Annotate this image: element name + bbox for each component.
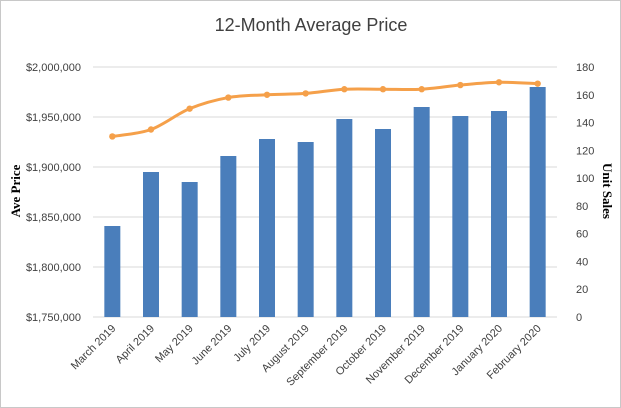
bar [491, 111, 507, 317]
bar [375, 129, 391, 317]
x-tick-label: June 2019 [190, 323, 235, 368]
line-point [186, 105, 193, 112]
bar [143, 172, 159, 317]
right-tick-label: 20 [576, 284, 588, 296]
right-axis-title: Unit Sales [600, 163, 615, 219]
line-point [109, 133, 116, 140]
bar [181, 182, 198, 317]
gridlines [93, 66, 557, 318]
right-tick-label: 40 [576, 256, 588, 268]
left-tick-label: $1,850,000 [26, 212, 81, 224]
x-tick-label: March 2019 [69, 323, 119, 373]
line-point [534, 80, 541, 87]
line-point [225, 94, 232, 101]
left-axis-ticks: $1,750,000 $1,800,000 $1,850,000 $1,900,000… [26, 62, 81, 324]
unit-sales-line [112, 80, 538, 138]
bar-series [104, 87, 546, 317]
line-point [495, 79, 503, 86]
line-point [302, 90, 309, 97]
line-series [109, 79, 541, 140]
line-point [418, 86, 425, 93]
line-point [457, 81, 464, 89]
left-tick-label: $1,750,000 [26, 312, 81, 324]
line-point [263, 91, 271, 98]
left-tick-label: $1,900,000 [26, 162, 81, 174]
right-tick-label: 140 [576, 118, 594, 130]
bar [297, 142, 314, 317]
chart-title: 12-Month Average Price [215, 15, 408, 35]
left-axis-title: Ave Price [8, 164, 23, 217]
bar [104, 226, 121, 317]
right-axis-ticks: 0 20 40 60 80 100 120 140 160 180 [576, 62, 594, 324]
bar [529, 87, 546, 317]
right-tick-label: 180 [576, 62, 594, 74]
line-point [147, 126, 155, 133]
left-tick-label: $2,000,000 [26, 62, 81, 74]
right-tick-label: 80 [576, 201, 588, 213]
bar [452, 116, 469, 317]
right-tick-label: 160 [576, 90, 594, 102]
right-tick-label: 60 [576, 229, 588, 241]
bar [336, 119, 353, 317]
line-point [379, 86, 387, 93]
right-tick-label: 120 [576, 145, 594, 157]
line-point [341, 86, 348, 93]
bar [413, 107, 430, 317]
x-tick-label: April 2019 [114, 323, 158, 367]
bar [259, 139, 275, 317]
left-tick-label: $1,950,000 [26, 112, 81, 124]
left-tick-label: $1,800,000 [26, 262, 81, 274]
bar [220, 156, 237, 317]
right-tick-label: 100 [576, 173, 594, 185]
right-tick-label: 0 [576, 312, 582, 324]
